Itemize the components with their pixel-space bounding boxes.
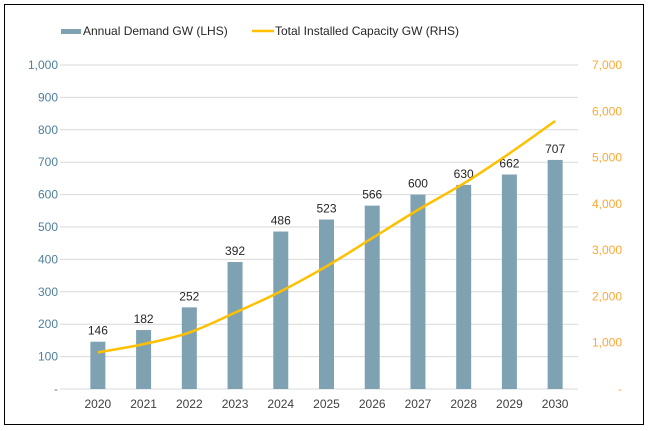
- left-axis-tick: 300: [38, 285, 58, 299]
- x-axis-tick: 2030: [542, 397, 569, 411]
- bar-data-label: 523: [316, 202, 336, 216]
- x-axis-tick: 2027: [405, 397, 432, 411]
- bar-2028: [456, 184, 472, 389]
- left-axis-tick: 500: [38, 220, 58, 234]
- right-axis-tick: 6,000: [592, 104, 622, 118]
- bar-data-label: 182: [134, 312, 154, 326]
- right-axis-tick: 3,000: [592, 243, 622, 257]
- x-axis-tick: 2025: [313, 397, 340, 411]
- bar-2022: [181, 307, 197, 389]
- bar-data-label: 630: [454, 167, 474, 181]
- bar-2021: [136, 330, 152, 389]
- line-series-capacity: [97, 119, 556, 354]
- x-axis-tick: 2023: [222, 397, 249, 411]
- x-axis-tick: 2024: [267, 397, 294, 411]
- bar-data-label: 392: [225, 244, 245, 258]
- left-axis-tick: 200: [38, 317, 58, 331]
- bar-2026: [364, 205, 380, 389]
- bar-data-label: 662: [499, 157, 519, 171]
- right-axis-tick: 2,000: [592, 289, 622, 303]
- x-axis-tick: 2022: [176, 397, 203, 411]
- x-axis-tick: 2020: [85, 397, 112, 411]
- bar-data-label: 252: [179, 289, 199, 303]
- right-axis-tick: 4,000: [592, 197, 622, 211]
- x-axis-tick: 2021: [130, 397, 157, 411]
- x-axis-tick: 2029: [496, 397, 523, 411]
- bar-2030: [547, 159, 563, 389]
- bar-2024: [273, 231, 289, 389]
- legend-swatch-demand: [61, 29, 81, 34]
- left-axis-tick: 800: [38, 123, 58, 137]
- right-axis-tick: 5,000: [592, 151, 622, 165]
- legend-label-demand: Annual Demand GW (LHS): [83, 24, 228, 38]
- left-axis-tick: 900: [38, 90, 58, 104]
- bar-2029: [501, 174, 517, 389]
- left-axis-tick: 400: [38, 252, 58, 266]
- bar-2025: [319, 219, 334, 389]
- x-axis-tick: 2026: [359, 397, 386, 411]
- chart-frame: [4, 4, 644, 425]
- bar-data-label: 566: [362, 188, 382, 202]
- left-axis-tick: -: [54, 382, 58, 396]
- bar-2020: [90, 341, 106, 389]
- bar-data-label: 146: [88, 324, 108, 338]
- left-axis-tick: 1,000: [28, 58, 58, 72]
- x-axis-tick: 2028: [450, 397, 477, 411]
- bar-data-label: 600: [408, 177, 428, 191]
- right-axis-tick: -: [618, 382, 622, 396]
- bar-data-label: 707: [545, 142, 565, 156]
- right-axis-tick: 1,000: [592, 336, 622, 350]
- legend-label-capacity: Total Installed Capacity GW (RHS): [275, 24, 459, 38]
- left-axis-tick: 100: [38, 350, 58, 364]
- bar-2027: [410, 194, 426, 389]
- bar-data-label: 486: [271, 214, 291, 228]
- bar-2023: [227, 261, 243, 389]
- right-axis-tick: 7,000: [592, 58, 622, 72]
- left-axis-tick: 600: [38, 188, 58, 202]
- left-axis-tick: 700: [38, 155, 58, 169]
